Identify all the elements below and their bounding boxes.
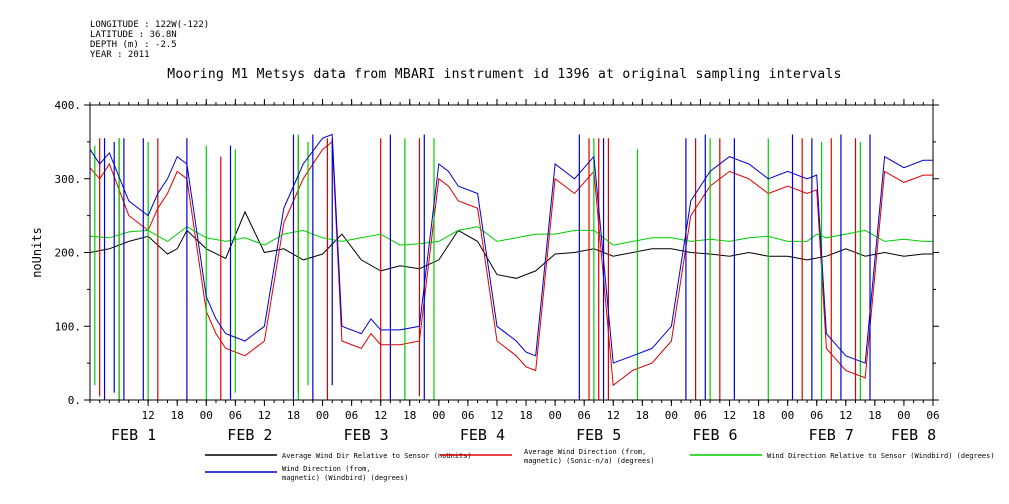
y-tick-label: 0. <box>68 394 81 407</box>
x-day-label: FEB 5 <box>576 426 621 444</box>
x-tick-label: 06 <box>578 409 591 422</box>
x-tick-label: 18 <box>636 409 649 422</box>
x-tick-label: 06 <box>810 409 823 422</box>
x-tick-label: 00 <box>316 409 329 422</box>
legend-label: Average Wind Dir Relative to Sensor (noU… <box>282 452 472 460</box>
y-tick-label: 100. <box>55 320 82 333</box>
legend-label: magnetic) (Sonic-n/a) (degrees) <box>524 457 655 465</box>
x-day-label: FEB 4 <box>460 426 505 444</box>
x-tick-label: 00 <box>781 409 794 422</box>
series-3 <box>89 134 933 400</box>
x-day-label: FEB 3 <box>344 426 389 444</box>
x-tick-label: 12 <box>142 409 155 422</box>
legend-label: Average Wind Direction (from, <box>524 448 646 456</box>
year-label: YEAR : 2011 <box>90 50 150 60</box>
latitude-label: LATITUDE : 36.8N <box>90 30 177 40</box>
x-tick-label: 18 <box>752 409 765 422</box>
metadata-block: LONGITUDE : 122W(-122) LATITUDE : 36.8N … <box>90 20 209 60</box>
y-tick-label: 200. <box>55 247 82 260</box>
series-group <box>89 133 933 400</box>
series-line <box>89 140 933 387</box>
x-tick-label: 00 <box>432 409 445 422</box>
x-tick-label: 00 <box>897 409 910 422</box>
x-day-label: FEB 7 <box>809 426 854 444</box>
x-day-label: FEB 1 <box>111 426 156 444</box>
plot-frame <box>89 104 934 401</box>
longitude-label: LONGITUDE : 122W(-122) <box>90 20 210 30</box>
series-line <box>89 133 933 364</box>
depth-label: DEPTH (m) : -2.5 <box>90 40 177 50</box>
x-day-label: FEB 2 <box>227 426 272 444</box>
x-tick-label: 12 <box>258 409 271 422</box>
x-tick-label: 18 <box>403 409 416 422</box>
x-day-label: FEB 8 <box>891 426 936 444</box>
x-tick-label: 12 <box>723 409 736 422</box>
chart-title: Mooring M1 Metsys data from MBARI instru… <box>167 67 842 82</box>
x-tick-label: 06 <box>926 409 939 422</box>
y-tick-label: 400. <box>55 99 82 112</box>
series-line <box>89 226 933 246</box>
x-tick-label: 12 <box>607 409 620 422</box>
series-line <box>89 210 933 279</box>
x-tick-label: 06 <box>229 409 242 422</box>
y-axis-label: noUnits <box>30 227 44 278</box>
series-4 <box>89 133 933 400</box>
y-tick-label: 300. <box>55 173 82 186</box>
x-tick-label: 18 <box>171 409 184 422</box>
x-tick-label: 12 <box>490 409 503 422</box>
x-tick-label: 06 <box>461 409 474 422</box>
x-tick-label: 00 <box>200 409 213 422</box>
legend-label: magnetic) (Windbird) (degrees) <box>282 474 408 482</box>
x-tick-label: 18 <box>519 409 532 422</box>
x-tick-label: 06 <box>694 409 707 422</box>
x-tick-label: 18 <box>868 409 881 422</box>
x-tick-label: 12 <box>374 409 387 422</box>
legend-label: Wind Direction (from, <box>282 465 371 473</box>
x-tick-label: 00 <box>665 409 678 422</box>
series-1 <box>89 210 933 279</box>
x-tick-label: 06 <box>345 409 358 422</box>
legend: Average Wind Dir Relative to Sensor (noU… <box>205 448 995 482</box>
x-tick-label: 12 <box>839 409 852 422</box>
series-2 <box>89 138 933 400</box>
legend-label: Wind Direction Relative to Sensor (Windb… <box>767 452 995 460</box>
x-tick-label: 18 <box>287 409 300 422</box>
x-day-label: FEB 6 <box>692 426 737 444</box>
x-tick-label: 00 <box>548 409 561 422</box>
